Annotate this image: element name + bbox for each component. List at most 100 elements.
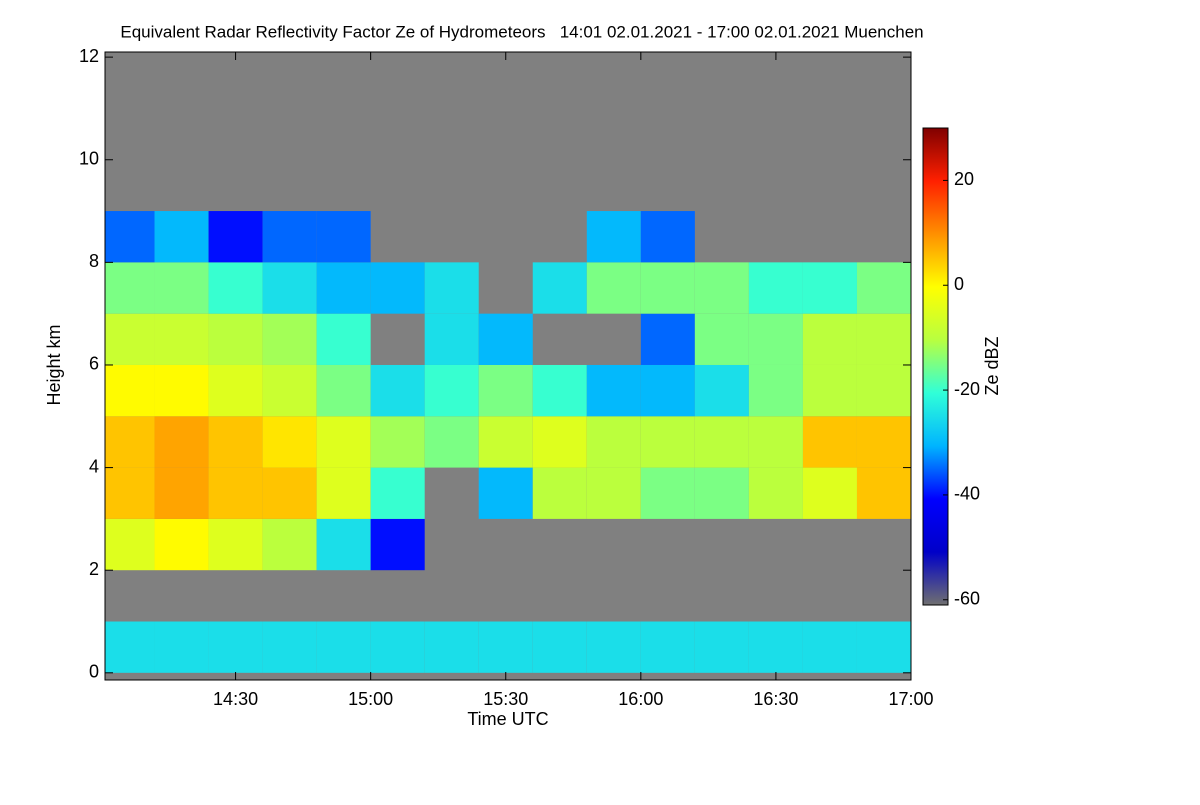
heatmap-cell	[694, 467, 749, 519]
colorbar-tick-label: -40	[954, 484, 980, 504]
heatmap-cell	[316, 467, 371, 519]
heatmap-cell	[370, 416, 425, 468]
heatmap-cell	[370, 262, 425, 314]
x-tick-label: 15:00	[348, 689, 393, 709]
heatmap-cell	[532, 364, 587, 417]
heatmap-cell	[105, 467, 155, 519]
heatmap-cell	[424, 621, 479, 673]
heatmap-cell	[105, 416, 155, 468]
heatmap-cell	[532, 416, 587, 468]
heatmap-cell	[262, 467, 317, 519]
heatmap-cell	[424, 364, 479, 417]
heatmap-cell	[154, 211, 209, 263]
heatmap-cell	[856, 262, 911, 314]
heatmap-cell	[424, 416, 479, 468]
heatmap-cell	[316, 621, 371, 673]
heatmap-cell	[802, 313, 857, 365]
y-axis-label: Height km	[44, 324, 64, 405]
heatmap-cell	[424, 262, 479, 314]
heatmap-cell	[640, 313, 695, 365]
heatmap-cell	[694, 313, 749, 365]
heatmap-cell	[154, 262, 209, 314]
heatmap-cell	[208, 467, 263, 519]
heatmap-cell	[856, 364, 911, 417]
y-tick-label: 8	[89, 251, 99, 271]
heatmap-cell	[748, 364, 803, 417]
heatmap-cell	[748, 313, 803, 365]
x-tick-label: 16:30	[753, 689, 798, 709]
heatmap-cell	[802, 467, 857, 519]
y-tick-label: 12	[79, 46, 99, 66]
heatmap-cell	[262, 262, 317, 314]
heatmap-cell	[586, 364, 641, 417]
colorbar-tick-label: -20	[954, 379, 980, 399]
heatmap-cell	[208, 621, 263, 673]
heatmap-cell	[262, 364, 317, 417]
heatmap-cell	[640, 621, 695, 673]
heatmap-cell	[154, 364, 209, 417]
heatmap-cell	[105, 262, 155, 314]
heatmap-cell	[154, 416, 209, 468]
colorbar-tick-label: 20	[954, 169, 974, 189]
heatmap-cell	[532, 621, 587, 673]
heatmap-cell	[640, 211, 695, 263]
heatmap-cell	[208, 518, 263, 571]
heatmap-cell	[694, 262, 749, 314]
heatmap-cell	[154, 467, 209, 519]
heatmap-cell	[316, 262, 371, 314]
heatmap-cell	[262, 416, 317, 468]
heatmap-cell	[105, 364, 155, 417]
heatmap-cell	[694, 364, 749, 417]
heatmap-cell	[586, 416, 641, 468]
heatmap-cell	[478, 621, 533, 673]
heatmap-cell	[424, 313, 479, 365]
heatmap-cell	[694, 416, 749, 468]
x-axis-label: Time UTC	[467, 709, 548, 729]
heatmap-cell	[316, 313, 371, 365]
heatmap-cell	[586, 467, 641, 519]
heatmap-cell	[208, 211, 263, 263]
heatmap-cell	[478, 364, 533, 417]
heatmap-cell	[748, 467, 803, 519]
heatmap-cell	[316, 416, 371, 468]
colorbar	[922, 127, 949, 606]
heatmap-cell	[802, 262, 857, 314]
heatmap-cell	[640, 467, 695, 519]
heatmap-cell	[856, 416, 911, 468]
heatmap-cell	[586, 211, 641, 263]
heatmap-cell	[370, 621, 425, 673]
heatmap-cell	[802, 621, 857, 673]
heatmap-cell	[370, 518, 425, 571]
heatmap-cell	[748, 416, 803, 468]
heatmap-cell	[262, 621, 317, 673]
heatmap-cell	[262, 211, 317, 263]
heatmap-cell	[802, 416, 857, 468]
heatmap-cell	[316, 211, 371, 263]
heatmap-cell	[532, 467, 587, 519]
y-tick-label: 2	[89, 559, 99, 579]
heatmap-cell	[748, 621, 803, 673]
heatmap-cell	[316, 518, 371, 571]
x-tick-label: 17:00	[888, 689, 933, 709]
heatmap-cell	[262, 313, 317, 365]
y-tick-label: 10	[79, 148, 99, 168]
heatmap-cell	[208, 364, 263, 417]
heatmap-cell	[208, 262, 263, 314]
heatmap-cell	[748, 262, 803, 314]
colorbar-label: Ze dBZ	[982, 336, 1002, 395]
heatmap-cell	[478, 313, 533, 365]
heatmap-cell	[154, 313, 209, 365]
heatmap-cell	[802, 364, 857, 417]
heatmap-cell	[262, 518, 317, 571]
heatmap-cell	[856, 621, 911, 673]
heatmap-cell	[586, 621, 641, 673]
heatmap-cell	[370, 467, 425, 519]
y-tick-label: 0	[89, 662, 99, 682]
chart-title: Equivalent Radar Reflectivity Factor Ze …	[120, 22, 923, 41]
x-tick-label: 16:00	[618, 689, 663, 709]
heatmap-cell	[208, 313, 263, 365]
heatmap-cell	[105, 621, 155, 673]
x-tick-label: 14:30	[213, 689, 258, 709]
x-tick-label: 15:30	[483, 689, 528, 709]
